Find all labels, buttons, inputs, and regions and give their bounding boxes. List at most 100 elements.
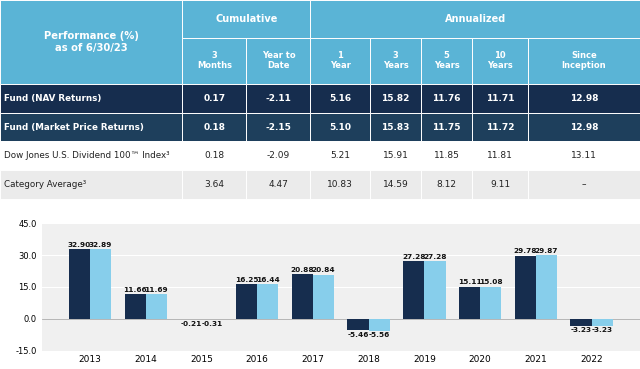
Bar (370, 141, 421, 170)
Bar (236, 284, 257, 319)
Bar (246, 38, 310, 84)
Text: Performance (%)
as of 6/30/23: Performance (%) as of 6/30/23 (44, 31, 139, 53)
Bar (310, 0, 640, 38)
Bar (182, 113, 246, 141)
Bar (310, 170, 370, 199)
Bar (0, 141, 182, 170)
Text: Year to
Date: Year to Date (262, 51, 295, 70)
Text: Fund (Market Price Returns): Fund (Market Price Returns) (4, 123, 144, 131)
Bar (528, 170, 640, 199)
Text: 15.83: 15.83 (381, 123, 410, 131)
Bar (403, 261, 424, 319)
Text: 20.84: 20.84 (312, 267, 335, 273)
Text: Fund (NAV Returns): Fund (NAV Returns) (4, 94, 101, 103)
Text: 11.72: 11.72 (486, 123, 515, 131)
Bar (591, 319, 613, 325)
Text: 11.76: 11.76 (433, 94, 461, 103)
Bar (370, 84, 421, 113)
Bar (370, 113, 421, 141)
Text: -3.23: -3.23 (570, 327, 591, 333)
Text: 11.75: 11.75 (433, 123, 461, 131)
Text: 15.91: 15.91 (383, 151, 408, 161)
Text: 11.66: 11.66 (124, 287, 147, 293)
Bar (246, 170, 310, 199)
Bar (528, 38, 640, 84)
Text: 5.16: 5.16 (329, 94, 351, 103)
Text: -0.21: -0.21 (180, 321, 202, 327)
Text: 9.11: 9.11 (490, 180, 510, 189)
Text: 20.88: 20.88 (291, 267, 314, 273)
Bar (472, 38, 528, 84)
Text: Since
Inception: Since Inception (562, 51, 606, 70)
Bar (369, 319, 390, 331)
Text: 29.78: 29.78 (513, 248, 537, 254)
Text: 32.90: 32.90 (68, 242, 91, 248)
Text: Cumulative: Cumulative (215, 14, 278, 24)
Text: 3
Years: 3 Years (383, 51, 408, 70)
Text: 27.28: 27.28 (423, 254, 447, 259)
Text: –: – (582, 180, 586, 189)
Text: Annualized: Annualized (445, 14, 506, 24)
Bar (310, 141, 370, 170)
Bar (459, 287, 480, 319)
Bar (246, 84, 310, 113)
Bar (0, 113, 182, 141)
Bar (0, 0, 182, 84)
Bar (348, 319, 369, 330)
Bar (424, 261, 445, 319)
Bar (246, 113, 310, 141)
Text: 0.18: 0.18 (204, 151, 225, 161)
Text: -0.31: -0.31 (202, 321, 223, 327)
Text: 15.82: 15.82 (381, 94, 410, 103)
Bar (0, 84, 182, 113)
Bar (370, 38, 421, 84)
Bar (310, 113, 370, 141)
Text: 13.11: 13.11 (571, 151, 597, 161)
Text: 16.44: 16.44 (256, 277, 280, 283)
Bar (182, 38, 246, 84)
Bar (570, 319, 591, 325)
Bar (202, 319, 223, 320)
Text: 4.47: 4.47 (268, 180, 289, 189)
Bar (182, 170, 246, 199)
Bar (421, 113, 472, 141)
Bar (528, 84, 640, 113)
Bar (528, 113, 640, 141)
Bar (421, 84, 472, 113)
Text: 5.21: 5.21 (330, 151, 350, 161)
Text: 12.98: 12.98 (570, 94, 598, 103)
Bar (528, 141, 640, 170)
Text: 5.10: 5.10 (329, 123, 351, 131)
Bar (182, 141, 246, 170)
Bar (257, 284, 278, 319)
Text: Dow Jones U.S. Dividend 100™ Index³: Dow Jones U.S. Dividend 100™ Index³ (4, 151, 170, 161)
Bar (480, 287, 501, 319)
Text: 11.71: 11.71 (486, 94, 515, 103)
Text: 14.59: 14.59 (383, 180, 408, 189)
Bar (310, 84, 370, 113)
Bar (310, 38, 370, 84)
Text: 29.87: 29.87 (535, 248, 558, 254)
Text: 3.64: 3.64 (204, 180, 225, 189)
Bar (472, 170, 528, 199)
Bar (182, 0, 310, 38)
Text: -5.56: -5.56 (369, 332, 390, 338)
Text: Annual total returns (%) as of 12/31: Annual total returns (%) as of 12/31 (5, 206, 217, 216)
Text: -2.09: -2.09 (267, 151, 290, 161)
Bar (370, 170, 421, 199)
Bar (472, 141, 528, 170)
Text: 8.12: 8.12 (436, 180, 457, 189)
Text: 27.28: 27.28 (402, 254, 426, 259)
Bar (515, 256, 536, 319)
Bar (421, 141, 472, 170)
Bar (182, 84, 246, 113)
Text: 15.11: 15.11 (458, 279, 481, 285)
Text: 16.25: 16.25 (235, 277, 259, 283)
Text: 12.98: 12.98 (570, 123, 598, 131)
Text: 1
Year: 1 Year (330, 51, 351, 70)
Text: 10.83: 10.83 (327, 180, 353, 189)
Bar (146, 294, 167, 319)
Text: 11.85: 11.85 (434, 151, 460, 161)
Text: 32.89: 32.89 (89, 242, 112, 248)
Text: 3
Months: 3 Months (197, 51, 232, 70)
